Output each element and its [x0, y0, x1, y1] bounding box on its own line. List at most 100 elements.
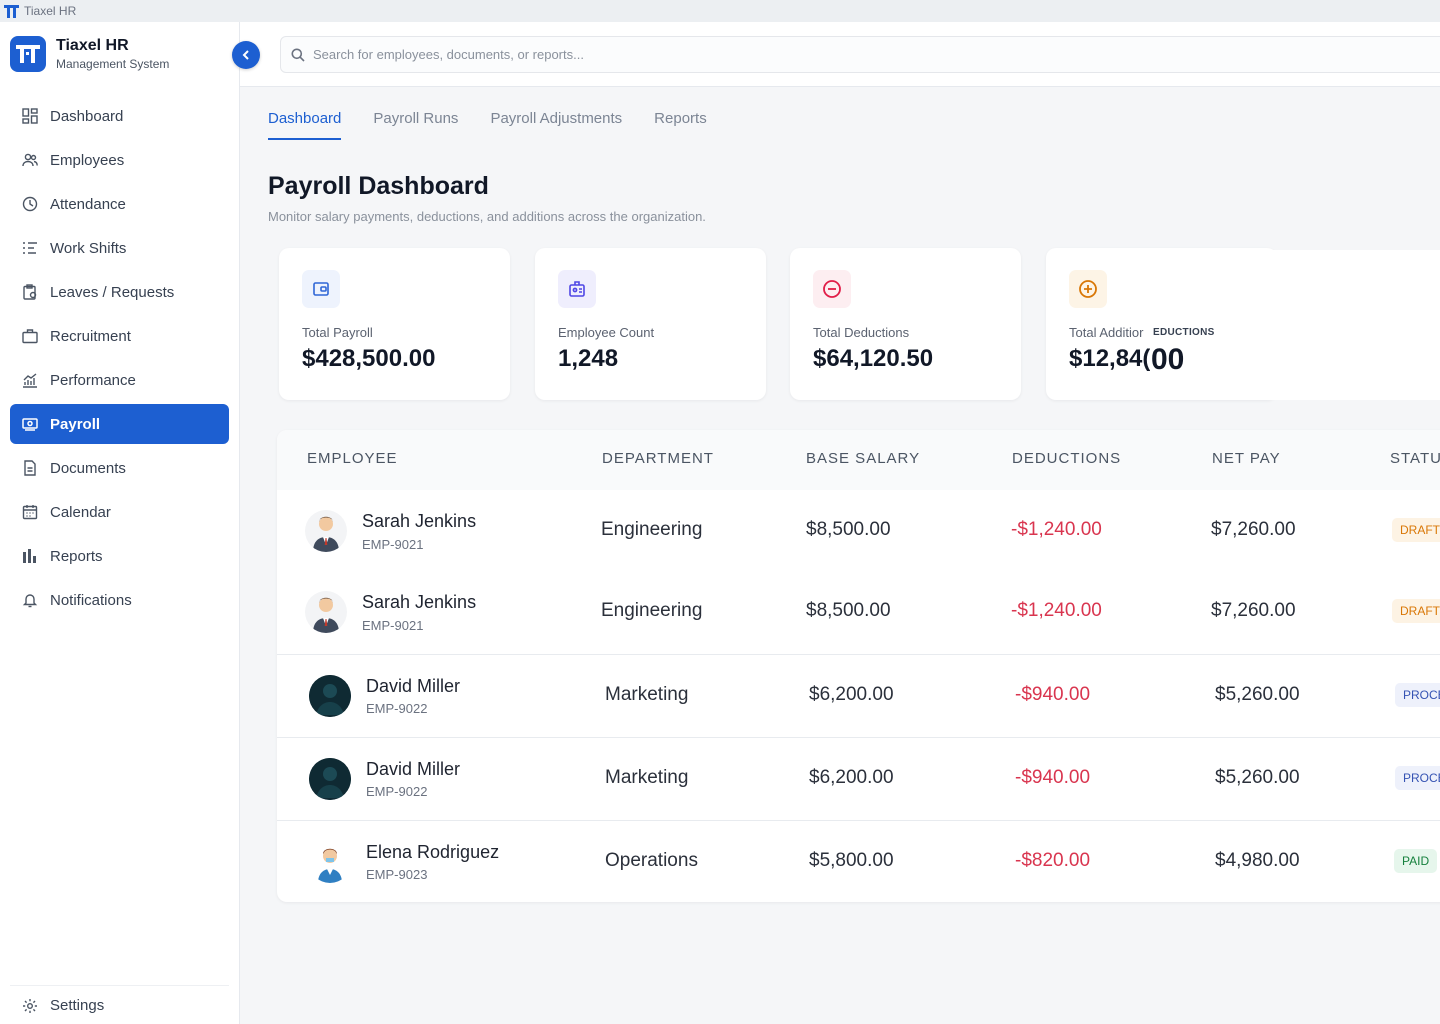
overlapping-render-fragment: EDUCTIONS 00	[1150, 250, 1440, 400]
avatar	[305, 510, 347, 552]
status-badge: DRAFT	[1392, 518, 1440, 542]
sidebar-item-payroll[interactable]: Payroll	[10, 404, 229, 444]
id-badge-icon	[558, 270, 596, 308]
column-header-net-pay[interactable]: NET PAY	[1212, 450, 1281, 467]
document-icon	[22, 460, 38, 476]
column-header-status[interactable]: STATU	[1390, 450, 1440, 467]
stat-value: $12,84(	[1069, 345, 1151, 372]
employee-name[interactable]: Elena Rodriguez	[366, 842, 500, 862]
deductions-cell: -$820.00	[1015, 850, 1091, 871]
money-icon	[22, 416, 38, 432]
net-pay-cell: $5,260.00	[1215, 684, 1300, 705]
net-pay-cell: $4,980.00	[1215, 850, 1300, 871]
sidebar-item-label: Recruitment	[50, 327, 131, 345]
search-icon	[291, 48, 305, 62]
employee-name[interactable]: Sarah Jenkins	[362, 511, 477, 531]
table-row[interactable]: David Miller EMP-9022 Marketing $6,200.0…	[277, 737, 1440, 820]
wallet-icon	[302, 270, 340, 308]
sidebar-item-label: Employees	[50, 151, 125, 169]
table-row[interactable]: David Miller EMP-9022 Marketing $6,200.0…	[277, 654, 1440, 737]
base-salary-cell: $8,500.00	[806, 519, 891, 540]
column-header-base-salary[interactable]: BASE SALARY	[806, 450, 921, 467]
department-cell: Engineering	[601, 519, 703, 540]
net-pay-cell: $7,260.00	[1211, 519, 1296, 540]
employee-id: EMP-9022	[366, 784, 428, 799]
department-cell: Engineering	[601, 600, 703, 621]
bell-icon	[22, 592, 38, 608]
tab-bar: Dashboard Payroll Runs Payroll Adjustmen…	[268, 110, 739, 140]
base-salary-cell: $6,200.00	[809, 684, 894, 705]
sidebar-item-performance[interactable]: Performance	[10, 360, 229, 400]
sidebar-item-employees[interactable]: Employees	[10, 140, 229, 180]
stat-label: Total Payroll	[302, 325, 373, 340]
tab-payroll-runs[interactable]: Payroll Runs	[373, 110, 459, 127]
stat-card-total-payroll: Total Payroll $428,500.00	[279, 248, 510, 400]
app-logo-icon	[4, 4, 19, 18]
sidebar-nav: Dashboard Employees Attendance Work Shif…	[10, 96, 229, 624]
fragment-label: EDUCTIONS	[1153, 327, 1215, 338]
sidebar-item-work-shifts[interactable]: Work Shifts	[10, 228, 229, 268]
stat-value: $428,500.00	[302, 345, 436, 372]
sidebar-item-label: Leaves / Requests	[50, 283, 175, 301]
net-pay-cell: $5,260.00	[1215, 767, 1300, 788]
search-bar[interactable]	[280, 36, 1440, 73]
stat-value: $64,120.50	[813, 345, 934, 372]
employee-name[interactable]: Sarah Jenkins	[362, 592, 477, 612]
topbar	[240, 22, 1440, 87]
employee-name[interactable]: David Miller	[366, 759, 461, 779]
table-header: EMPLOYEE DEPARTMENT BASE SALARY DEDUCTIO…	[277, 430, 1440, 490]
sidebar-item-label: Notifications	[50, 591, 132, 609]
sidebar-item-label: Work Shifts	[50, 239, 127, 257]
deductions-cell: -$1,240.00	[1011, 519, 1102, 540]
sidebar-item-calendar[interactable]: Calendar	[10, 492, 229, 532]
table-row[interactable]: Sarah Jenkins EMP-9021 Engineering $8,50…	[277, 571, 1440, 654]
status-badge: PAID	[1394, 849, 1438, 873]
plus-circle-icon	[1069, 270, 1107, 308]
brand-title: Tiaxel HR	[56, 37, 129, 54]
employee-name[interactable]: David Miller	[366, 676, 461, 696]
sidebar-item-recruitment[interactable]: Recruitment	[10, 316, 229, 356]
briefcase-icon	[22, 328, 38, 344]
column-header-employee[interactable]: EMPLOYEE	[307, 450, 398, 467]
tab-dashboard[interactable]: Dashboard	[268, 110, 342, 140]
sidebar-item-leaves[interactable]: Leaves / Requests	[10, 272, 229, 312]
list-icon	[22, 240, 38, 256]
sidebar-item-dashboard[interactable]: Dashboard	[10, 96, 229, 136]
sidebar-item-notifications[interactable]: Notifications	[10, 580, 229, 620]
tab-payroll-adjustments[interactable]: Payroll Adjustments	[490, 110, 623, 127]
base-salary-cell: $8,500.00	[806, 600, 891, 621]
stat-label: Employee Count	[558, 325, 655, 340]
tab-reports[interactable]: Reports	[654, 110, 707, 127]
table-row[interactable]: Sarah Jenkins EMP-9021 Engineering $8,50…	[277, 490, 1440, 571]
window-titlebar: Tiaxel HR	[0, 0, 1440, 22]
collapse-sidebar-button[interactable]	[232, 41, 260, 69]
column-header-deductions[interactable]: DEDUCTIONS	[1012, 450, 1122, 467]
column-header-department[interactable]: DEPARTMENT	[602, 450, 714, 467]
page-title: Payroll Dashboard	[268, 172, 489, 200]
deductions-cell: -$940.00	[1015, 684, 1091, 705]
chart-line-icon	[22, 372, 38, 388]
sidebar-item-reports[interactable]: Reports	[10, 536, 229, 576]
bar-chart-icon	[22, 548, 38, 564]
sidebar-item-settings[interactable]: Settings	[10, 985, 229, 1024]
status-badge: DRAFT	[1392, 599, 1440, 623]
department-cell: Marketing	[605, 767, 689, 788]
sidebar-item-label: Documents	[50, 459, 126, 477]
brand: Tiaxel HR Management System	[10, 36, 169, 72]
brand-logo-icon	[10, 36, 46, 72]
stat-card-total-deductions: Total Deductions $64,120.50	[790, 248, 1021, 400]
sidebar-item-documents[interactable]: Documents	[10, 448, 229, 488]
table-row[interactable]: Elena Rodriguez EMP-9023 Operations $5,8…	[277, 820, 1440, 902]
deductions-cell: -$1,240.00	[1011, 600, 1102, 621]
avatar	[309, 758, 351, 800]
search-input[interactable]	[313, 47, 913, 62]
fragment-value: 00	[1151, 343, 1185, 376]
calendar-icon	[22, 504, 38, 520]
payroll-table: EMPLOYEE DEPARTMENT BASE SALARY DEDUCTIO…	[277, 430, 1440, 902]
stat-value: 1,248	[558, 345, 619, 372]
sidebar-item-attendance[interactable]: Attendance	[10, 184, 229, 224]
stat-label: Total Additior	[1069, 325, 1144, 340]
minus-circle-icon	[813, 270, 851, 308]
stat-label: Total Deductions	[813, 325, 910, 340]
